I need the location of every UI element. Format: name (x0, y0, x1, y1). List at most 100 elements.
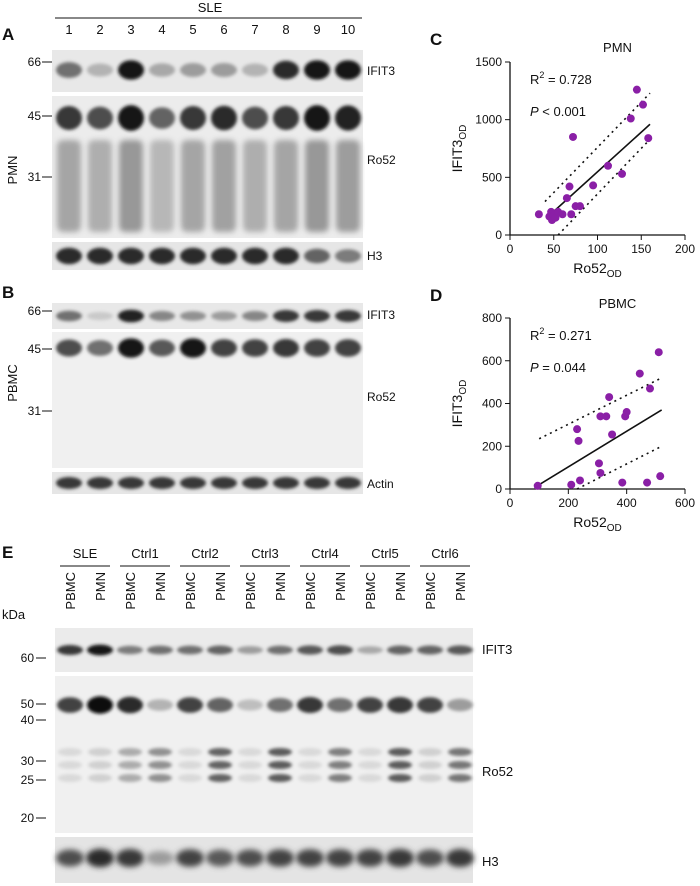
y-tick-label: 400 (482, 397, 502, 411)
data-point (562, 194, 571, 203)
blot-a-ifit3-band (87, 63, 113, 77)
data-point (632, 85, 641, 94)
blot-e-group-label: Ctrl6 (431, 546, 458, 561)
blot-a-ifit3-band (273, 60, 299, 80)
blot-a-marker: 31 (28, 170, 42, 184)
p-value-label: P = 0.044 (530, 360, 586, 375)
blot-e-ro52-strip (55, 676, 473, 833)
blot-e-ro52-smear (208, 761, 232, 769)
blot-e-ifit3-band (447, 645, 473, 655)
blot-e-row-h3: H3 (482, 854, 499, 869)
blot-e-h3-band (206, 849, 234, 867)
data-point (656, 472, 665, 481)
blot-e-group-label: Ctrl1 (131, 546, 158, 561)
confidence-upper (544, 92, 651, 203)
blot-e-ro52-band (357, 697, 383, 713)
blot-a-ro52-band (242, 106, 268, 130)
blot-e-ro52-band (267, 698, 293, 712)
blot-e-ro52-smear (298, 774, 322, 782)
blot-e-ro52-band (87, 696, 113, 714)
chart-c: PMN 0 50 100 150 200 0 500 1000 1500 Ro52OD IFIT3OD… (449, 40, 695, 280)
lane-numbers: 1 2 3 4 5 6 7 8 9 10 (65, 22, 355, 37)
sle-group-label: SLE (198, 0, 223, 15)
lane-number: 6 (220, 22, 227, 37)
blot-a-ifit3-band (118, 60, 144, 80)
blot-e-ifit3-band (117, 645, 143, 655)
blot-e-ifit3-band (357, 646, 383, 654)
blot-a-h3-band (56, 247, 82, 265)
data-point (533, 481, 542, 490)
blot-a-h3-band (211, 247, 237, 265)
blot-e-ro52-smear (118, 774, 142, 782)
blot-e-ifit3-band (57, 645, 83, 655)
blot-a-ro52-smear (181, 140, 205, 232)
blot-e-lane-label: PBMC (423, 572, 438, 610)
blot-e-ro52-smear (178, 774, 202, 782)
blot-a-ro52-smear (212, 140, 236, 232)
blot-e-ro52-band (117, 696, 143, 714)
chart-d: PBMC 0 200 400 600 0 200 400 600 800 Ro52OD IFIT3OD… (449, 296, 695, 534)
blot-e-ro52-smear (448, 774, 472, 782)
blot-a-h3-band (149, 247, 175, 265)
blot-b-actin-band (335, 477, 361, 489)
blot-e-ro52-band (387, 697, 413, 713)
blot-e-ro52-smear (298, 761, 322, 769)
blot-e-kda-label: kDa (2, 607, 26, 622)
blot-a-row-ifit3: IFIT3 (367, 64, 395, 78)
blot-a-ifit3-band (180, 63, 206, 77)
blot-e-ro52-smear (88, 748, 112, 756)
y-tick-label: 1000 (475, 113, 502, 127)
blot-b-actin-band (118, 477, 144, 489)
blot-a-h3-band (87, 247, 113, 265)
blot-top-header: SLE 1 2 3 4 5 6 7 8 9 10 (55, 0, 362, 37)
blot-b: PBMC 66 45 31 IFIT3 Ro52 Actin (5, 303, 396, 494)
r-squared-label: R2 = 0.728 (530, 70, 592, 87)
blot-e-group-label: Ctrl4 (311, 546, 338, 561)
blot-b-actin-band (211, 477, 237, 489)
blot-e-h3-band (176, 849, 204, 867)
blot-a: PMN 66 45 31 IFIT3 Ro52 H3 (5, 50, 396, 270)
panel-label-a: A (2, 25, 14, 44)
blot-a-ro52-band (149, 107, 175, 129)
data-point (589, 181, 598, 190)
blot-e-ro52-smear (238, 748, 262, 756)
lane-number: 7 (251, 22, 258, 37)
blot-a-ro52-smear (243, 140, 267, 232)
blot-e-lane-label: PMN (273, 572, 288, 601)
data-point (567, 210, 576, 219)
blot-e-ro52-smear (358, 748, 382, 756)
blot-b-ifit3-band (335, 310, 361, 322)
blot-e-marker: 40 (21, 713, 35, 727)
y-axis-label: IFIT3OD (449, 125, 469, 173)
blot-e-ro52-smear (88, 774, 112, 782)
blot-b-side-label: PBMC (5, 364, 20, 402)
data-point (644, 134, 653, 143)
blot-e-h3-band (236, 849, 264, 867)
blot-e-h3-band (446, 849, 474, 867)
blot-e-lane-label: PMN (93, 572, 108, 601)
blot-e-ifit3-band (417, 645, 443, 655)
blot-b-row-actin: Actin (367, 477, 394, 491)
panel-label-e: E (2, 543, 13, 562)
blot-b-marker: 31 (28, 404, 42, 418)
blot-e-lane-label: PBMC (123, 572, 138, 610)
blot-e-ro52-smear (328, 748, 352, 756)
blot-b-actin-band (242, 477, 268, 489)
blot-e-ro52-smear (238, 761, 262, 769)
blot-e-h3-band (386, 849, 414, 867)
blot-e-ro52-smear (58, 761, 82, 769)
data-point (576, 202, 584, 211)
blot-a-ifit3-band (211, 63, 237, 77)
blot-e-group-label: Ctrl5 (371, 546, 398, 561)
lane-number: 4 (158, 22, 165, 37)
data-point (576, 476, 584, 485)
chart-title: PMN (603, 40, 632, 55)
data-point (534, 210, 543, 219)
x-axis-label: Ro52OD (573, 514, 621, 534)
blot-a-ro52-band (118, 105, 144, 131)
lane-number: 9 (313, 22, 320, 37)
data-point (602, 412, 611, 421)
blot-e-lane-label: PBMC (183, 572, 198, 610)
blot-e-group-labels: SLE Ctrl1 Ctrl2 Ctrl3 Ctrl4 Ctrl5 Ctrl6 (60, 546, 470, 567)
lane-number: 10 (341, 22, 355, 37)
